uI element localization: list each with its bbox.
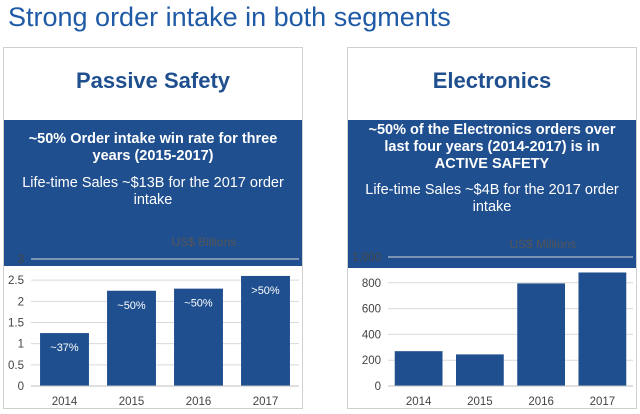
passive-chart-title: Order Intake* US$ Billions bbox=[4, 233, 302, 251]
passive-data-label: ~50% bbox=[184, 298, 213, 310]
passive-y-tick-label: 0.5 bbox=[8, 360, 24, 372]
electronics-x-tick-label: 2014 bbox=[406, 396, 432, 408]
passive-x-tick-label: 2016 bbox=[186, 396, 212, 408]
passive-chart-title-unit: US$ Billions bbox=[171, 235, 237, 249]
lifetime-sales-text: Life-time Sales ~$13B for the 2017 order… bbox=[22, 175, 284, 208]
passive-x-tick-label: 2014 bbox=[52, 396, 78, 408]
electronics-y-tick-label: 800 bbox=[362, 278, 381, 290]
passive-bar-2017 bbox=[241, 275, 290, 386]
electronics-panel: Electronics ~50% of the Electronics orde… bbox=[347, 47, 637, 409]
electronics-orders-line: ~50% of the Electronics orders over last… bbox=[368, 122, 616, 155]
electronics-bar-2017 bbox=[578, 272, 627, 386]
active-safety-text: ACTIVE SAFETY bbox=[434, 156, 550, 172]
electronics-order-intake-chart: 0 200 400 600 800 1,000 2014 2015 2016 2017 bbox=[352, 252, 633, 408]
passive-data-label: ~50% bbox=[117, 300, 146, 312]
win-rate-text: ~50% Order intake win rate for three yea… bbox=[28, 131, 278, 164]
passive-safety-info-box: ~50% Order intake win rate for three yea… bbox=[4, 120, 302, 266]
passive-x-tick-label: 2015 bbox=[119, 396, 145, 408]
electronics-y-tick-label: 200 bbox=[362, 355, 381, 367]
passive-bar-2014 bbox=[40, 333, 89, 386]
electronics-info-box: ~50% of the Electronics orders over last… bbox=[348, 120, 636, 268]
passive-y-tick-label: 1 bbox=[18, 339, 24, 351]
electronics-y-tick-label: 0 bbox=[375, 381, 381, 393]
passive-bar-2016 bbox=[174, 288, 223, 386]
passive-order-intake-chart: 0 0.5 1 1.5 2 2.5 3 2014 ~37% 2015 ~50% 2016 ~50% 201… bbox=[8, 254, 299, 408]
electronics-chart-title-unit: US$ Millions bbox=[509, 237, 577, 251]
passive-y-tick-label: 2.5 bbox=[8, 275, 24, 287]
electronics-y-tick-label: 600 bbox=[362, 304, 381, 316]
passive-y-tick-label: 0 bbox=[18, 381, 24, 393]
electronics-bar-2014 bbox=[394, 351, 443, 386]
passive-safety-heading: Passive Safety bbox=[75, 68, 231, 93]
passive-y-tick-label: 1.5 bbox=[8, 318, 24, 330]
electronics-chart-title-main: Order Intake* bbox=[407, 235, 506, 252]
passive-chart-title-main: Order Intake* bbox=[69, 233, 168, 250]
passive-safety-panel: Passive Safety ~50% Order intake win rat… bbox=[3, 47, 303, 409]
electronics-x-tick-label: 2015 bbox=[467, 396, 493, 408]
electronics-lifetime-sales-text: Life-time Sales ~$4B for the 2017 order … bbox=[365, 182, 619, 215]
electronics-y-tick-label: 400 bbox=[362, 329, 381, 341]
passive-y-tick-label: 3 bbox=[18, 254, 24, 266]
electronics-x-tick-label: 2017 bbox=[590, 396, 616, 408]
passive-data-label: ~37% bbox=[50, 342, 79, 354]
electronics-y-tick-label: 1,000 bbox=[352, 252, 381, 264]
passive-data-label: >50% bbox=[251, 285, 280, 297]
electronics-chart-title: Order Intake* US$ Millions bbox=[348, 235, 636, 253]
passive-x-tick-label: 2017 bbox=[253, 396, 279, 408]
electronics-x-tick-label: 2016 bbox=[528, 396, 554, 408]
electronics-orders-text: ~50% of the Electronics orders over last… bbox=[358, 122, 626, 173]
electronics-bar-2015 bbox=[455, 354, 504, 386]
passive-y-tick-label: 2 bbox=[18, 296, 24, 308]
slide-title: Strong order intake in both segments bbox=[8, 2, 451, 32]
passive-bar-2015 bbox=[107, 290, 156, 386]
electronics-bar-2016 bbox=[517, 283, 566, 386]
electronics-heading: Electronics bbox=[432, 68, 552, 93]
